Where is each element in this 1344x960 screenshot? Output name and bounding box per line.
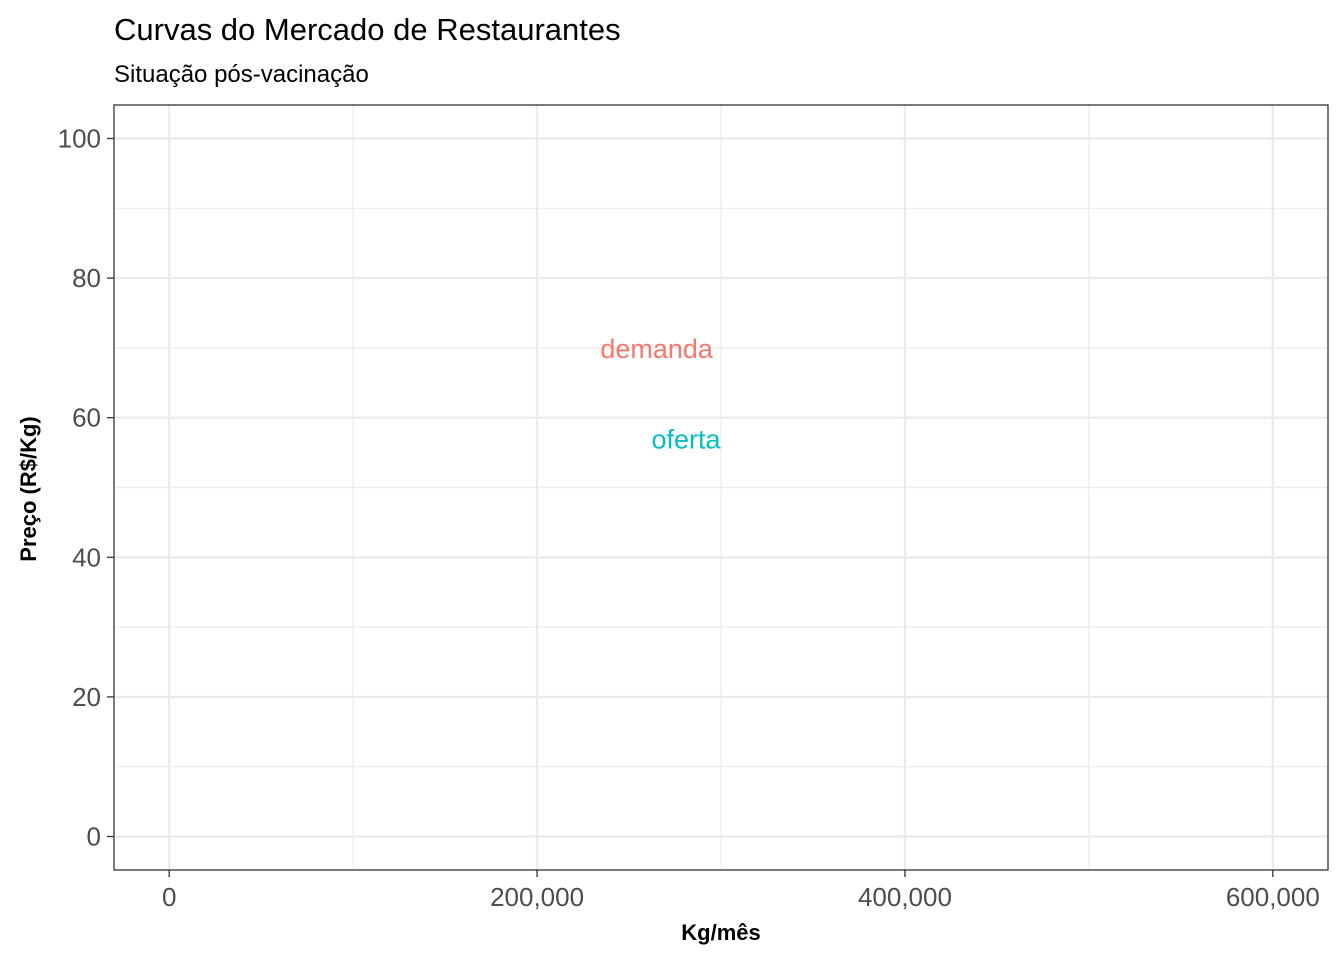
annotations: demanda oferta bbox=[600, 334, 721, 455]
y-tick-label: 60 bbox=[72, 403, 101, 433]
annotation-demanda: demanda bbox=[600, 334, 714, 364]
major-gridlines bbox=[114, 105, 1328, 870]
x-axis-title: Kg/mês bbox=[681, 920, 760, 945]
y-tick-label: 100 bbox=[58, 124, 101, 154]
x-tick-label: 200,000 bbox=[490, 882, 584, 912]
chart-title: Curvas do Mercado de Restaurantes bbox=[114, 12, 621, 47]
x-tick-label: 0 bbox=[162, 882, 176, 912]
x-axis: 0 200,000 400,000 600,000 bbox=[162, 870, 1320, 912]
x-tick-label: 400,000 bbox=[858, 882, 952, 912]
annotation-oferta: oferta bbox=[652, 425, 722, 455]
panel-border bbox=[113, 104, 1329, 871]
y-tick-label: 80 bbox=[72, 263, 101, 293]
y-tick-label: 40 bbox=[72, 542, 101, 572]
chart-subtitle: Situação pós-vacinação bbox=[114, 61, 369, 88]
y-tick-label: 0 bbox=[87, 821, 101, 851]
y-tick-label: 20 bbox=[72, 682, 101, 712]
minor-gridlines bbox=[114, 105, 1328, 870]
x-tick-label: 600,000 bbox=[1226, 882, 1320, 912]
y-axis-title: Preço (R$/Kg) bbox=[16, 416, 41, 561]
y-axis: 0 20 40 60 80 100 bbox=[58, 124, 114, 851]
